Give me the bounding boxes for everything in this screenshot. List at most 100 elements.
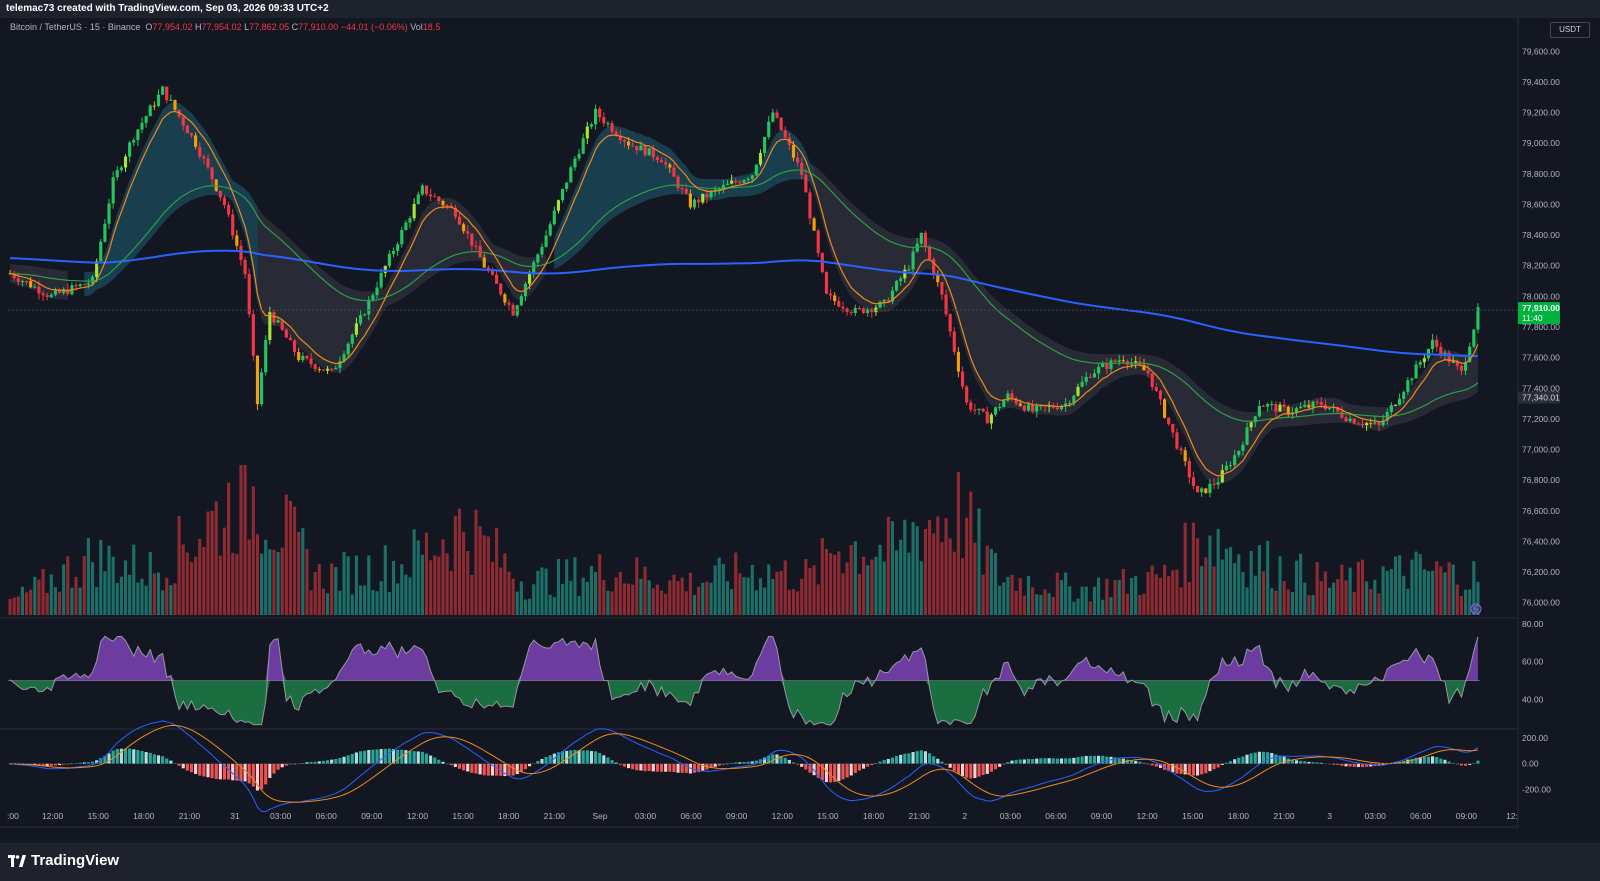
candle-body (758, 153, 763, 165)
volume-bar (1039, 594, 1043, 615)
candle-body (1076, 386, 1080, 396)
candle-body (1175, 432, 1179, 449)
time-tick-label: 15:00 (817, 811, 839, 821)
candle-body (325, 368, 330, 371)
volume-bar (1097, 577, 1101, 615)
volume-bar (342, 552, 346, 615)
price-tick-label: 77,200.00 (1522, 414, 1560, 424)
macd-histogram-bar (540, 758, 544, 764)
candle-body (495, 274, 499, 284)
candle-body (936, 275, 940, 283)
volume-bar (309, 590, 313, 615)
macd-histogram-bar (676, 763, 680, 773)
candle-body (577, 153, 581, 159)
macd-histogram-bar (519, 763, 523, 772)
macd-histogram-bar (886, 758, 890, 764)
candle-body (1163, 399, 1167, 418)
macd-histogram-bar (375, 749, 379, 764)
macd-histogram-bar (1018, 759, 1022, 764)
volume-bar (1410, 559, 1414, 615)
volume-bar (680, 577, 684, 615)
volume-bar (1014, 590, 1018, 615)
volume-bar (870, 559, 874, 615)
volume-bar (486, 536, 490, 615)
candle-body (528, 273, 532, 284)
volume-bar (1365, 581, 1369, 615)
macd-histogram-bar (338, 757, 342, 764)
macd-histogram-bar (128, 748, 132, 764)
candle-body (214, 179, 218, 191)
volume-bar (1290, 591, 1294, 615)
candle-body (1035, 405, 1039, 412)
candle-body (1022, 405, 1026, 411)
volume-bar (457, 508, 462, 615)
price-tick-label: 78,400.00 (1522, 230, 1560, 240)
macd-histogram-bar (1084, 755, 1088, 764)
chart-canvas[interactable]: 79,600.00 79,400.00 79,200.00 79,000.00 78,8… (0, 18, 1600, 843)
macd-histogram-bar (544, 757, 548, 764)
volume-bar (664, 593, 668, 615)
volume-bar (1377, 593, 1381, 615)
volume-bar (198, 538, 202, 615)
candle-body (981, 408, 985, 412)
macd-histogram-bar (1224, 762, 1228, 764)
candle-body (420, 185, 424, 195)
macd-histogram-bar (1031, 759, 1035, 764)
candle-body (1431, 339, 1435, 350)
tradingview-logo[interactable]: TradingView (8, 852, 119, 869)
volume-bar (169, 585, 173, 615)
macd-histogram-bar (1249, 753, 1253, 764)
macd-histogram-bar (1294, 760, 1299, 764)
volume-bar (581, 577, 585, 615)
currency-button[interactable]: USDT (1550, 22, 1590, 38)
candle-body (313, 364, 317, 370)
legend-high: 77,954.02 (201, 22, 242, 32)
candle-body (1212, 483, 1216, 485)
candle-body (222, 197, 227, 206)
macd-histogram-bar (342, 756, 346, 764)
current-price-value: 77,910.00 (1522, 303, 1560, 313)
macd-histogram-bar (1422, 757, 1426, 764)
macd-histogram-bar (350, 753, 354, 764)
candle-body (33, 286, 37, 288)
macd-histogram-bar (264, 763, 268, 785)
volume-bar (927, 519, 932, 615)
volume-bar (1150, 565, 1154, 615)
candle-body (581, 138, 585, 154)
candle-body (816, 230, 820, 253)
volume-bar (354, 555, 358, 615)
candle-body (565, 182, 569, 189)
volume-bar (1031, 587, 1035, 615)
macd-histogram-bar (1088, 755, 1092, 764)
volume-bar (462, 531, 466, 615)
candle-body (107, 203, 111, 224)
macd-histogram-bar (783, 757, 787, 764)
candle-body (771, 112, 775, 122)
volume-bar (1389, 569, 1393, 615)
candle-body (128, 142, 132, 157)
candle-body (264, 340, 268, 373)
price-tick-label: 77,000.00 (1522, 445, 1560, 455)
candle-body (746, 178, 750, 181)
macd-histogram-bar (1365, 763, 1369, 767)
volume-bar (1010, 574, 1014, 615)
candle-body (1224, 465, 1228, 471)
macd-histogram-bar (998, 763, 1002, 767)
candle-body (1097, 366, 1101, 374)
macd-histogram-bar (639, 763, 643, 771)
macd-histogram-bar (1220, 763, 1224, 765)
macd-histogram-bar (936, 758, 940, 764)
macd-histogram-bar (346, 755, 350, 764)
candle-body (684, 188, 688, 194)
macd-histogram-bar (1035, 758, 1039, 764)
candle-body (41, 293, 45, 296)
level-marker-value: 77,340.01 (1522, 392, 1560, 402)
candle-body (379, 272, 383, 288)
macd-histogram-bar (1447, 761, 1451, 764)
macd-histogram-bar (1476, 760, 1480, 764)
attribution-text: telemac73 created with TradingView.com, … (6, 3, 329, 14)
candle-body (20, 281, 24, 283)
candle-body (1356, 423, 1360, 425)
candle-body (948, 314, 952, 332)
macd-histogram-bar (284, 763, 288, 766)
